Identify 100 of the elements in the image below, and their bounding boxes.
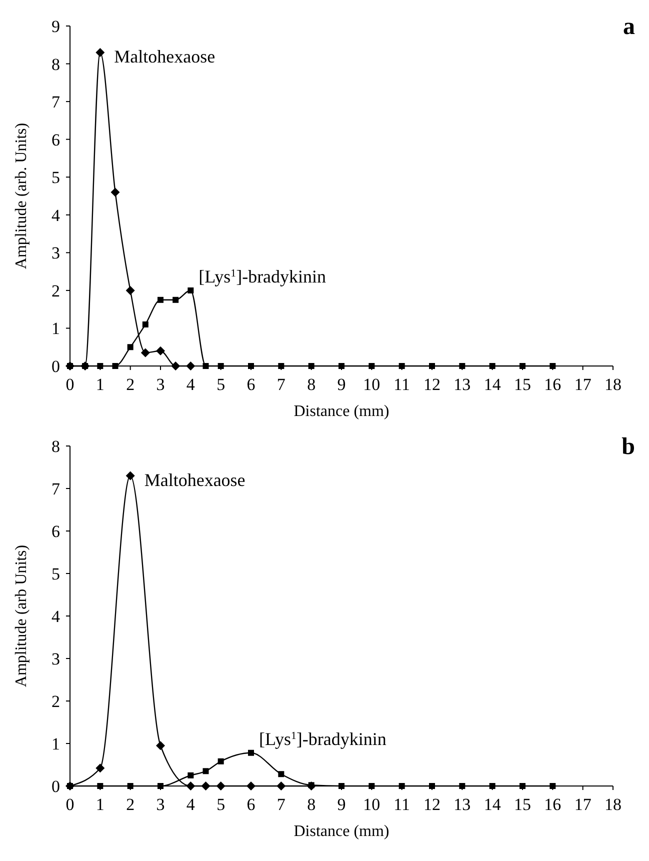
x-tick-label: 14 [484,795,502,814]
x-axis-title: Distance (mm) [294,823,390,840]
y-tick-label: 4 [52,607,60,626]
x-tick-label: 3 [156,375,165,394]
x-tick-label: 12 [424,375,440,394]
point [459,783,466,789]
x-tick-label: 16 [544,795,562,814]
y-tick-label: 9 [52,17,60,36]
x-tick-label: 5 [216,375,226,394]
y-axis-title: Amplitude (arb. Units) [13,122,30,270]
x-tick-label: 11 [394,795,410,814]
point [202,768,209,774]
series-label: Maltohexaose [114,46,216,66]
point [156,346,165,356]
point [489,363,496,369]
point [216,782,226,790]
y-axis-title: Amplitude (arb Units) [13,544,30,688]
point [338,783,344,789]
point [186,362,196,370]
y-tick-label: 4 [52,206,60,225]
x-tick-label: 8 [307,375,316,394]
point [398,363,405,369]
point [158,296,164,303]
x-tick-label: 2 [126,375,135,394]
point [156,741,165,750]
point [188,287,194,294]
point [248,750,254,756]
series-label: Maltohexaose [144,470,246,490]
x-tick-label: 0 [66,375,74,394]
x-tick-label: 10 [363,375,380,394]
x-tick-label: 14 [484,375,502,394]
x-tick-label: 4 [186,375,196,394]
y-tick-label: 3 [52,650,60,668]
x-tick-label: 9 [337,375,346,394]
x-tick-label: 17 [574,795,592,814]
x-tick-label: 13 [454,375,471,394]
y-tick-label: 5 [52,168,60,188]
point [459,363,466,369]
point [218,758,224,764]
point [127,783,134,789]
point [338,363,344,369]
chart-title: b [622,434,635,460]
series-label: [Lys$^{1}$]-bradykinin [198,266,326,286]
point [520,783,526,789]
y-tick-label: 8 [52,54,60,74]
y-tick-label: 0 [52,777,60,796]
point [368,363,375,369]
y-tick-label: 7 [52,480,60,498]
x-tick-label: 15 [514,375,531,394]
point [276,782,286,790]
y-tick-label: 5 [52,564,60,584]
point [278,363,284,369]
chart-title: a [623,14,635,40]
x-tick-label: 6 [246,795,256,814]
point [308,363,314,369]
y-tick-label: 7 [52,92,60,112]
y-tick-label: 1 [52,734,60,754]
x-tick-label: 1 [96,375,104,394]
x-tick-label: 10 [363,795,380,814]
x-tick-label: 1 [96,795,104,814]
x-tick-label: 4 [186,795,196,814]
x-tick-label: 13 [454,795,471,814]
point [201,782,210,790]
x-tick-label: 3 [156,795,165,814]
y-tick-label: 2 [52,281,60,300]
x-tick-label: 16 [544,375,562,394]
point [97,363,104,369]
point [142,321,148,328]
point [520,363,526,369]
x-tick-label: 17 [574,375,592,394]
point [96,764,105,773]
y-tick-label: 6 [52,130,60,150]
point [172,296,179,303]
x-tick-label: 9 [337,795,346,814]
x-tick-label: 11 [394,375,410,394]
x-tick-label: 15 [514,795,531,814]
point [246,782,256,790]
point [218,363,224,369]
point [398,783,405,789]
point [429,783,435,789]
point [97,783,104,789]
point [140,348,150,358]
x-tick-label: 7 [276,375,286,394]
point [126,286,135,295]
point [171,362,180,370]
y-tick-label: 8 [52,437,60,456]
x-tick-label: 5 [216,795,226,814]
point [158,783,164,789]
point [368,783,375,789]
y-tick-label: 6 [52,522,60,541]
x-tick-label: 8 [307,795,316,814]
point [126,471,135,480]
x-tick-label: 7 [276,795,286,814]
y-tick-label: 0 [52,357,60,376]
point [96,48,105,57]
y-tick-label: 3 [52,244,60,263]
x-tick-label: 2 [126,795,135,814]
x-tick-label: 6 [246,375,256,394]
point [429,363,435,369]
point [127,344,134,350]
